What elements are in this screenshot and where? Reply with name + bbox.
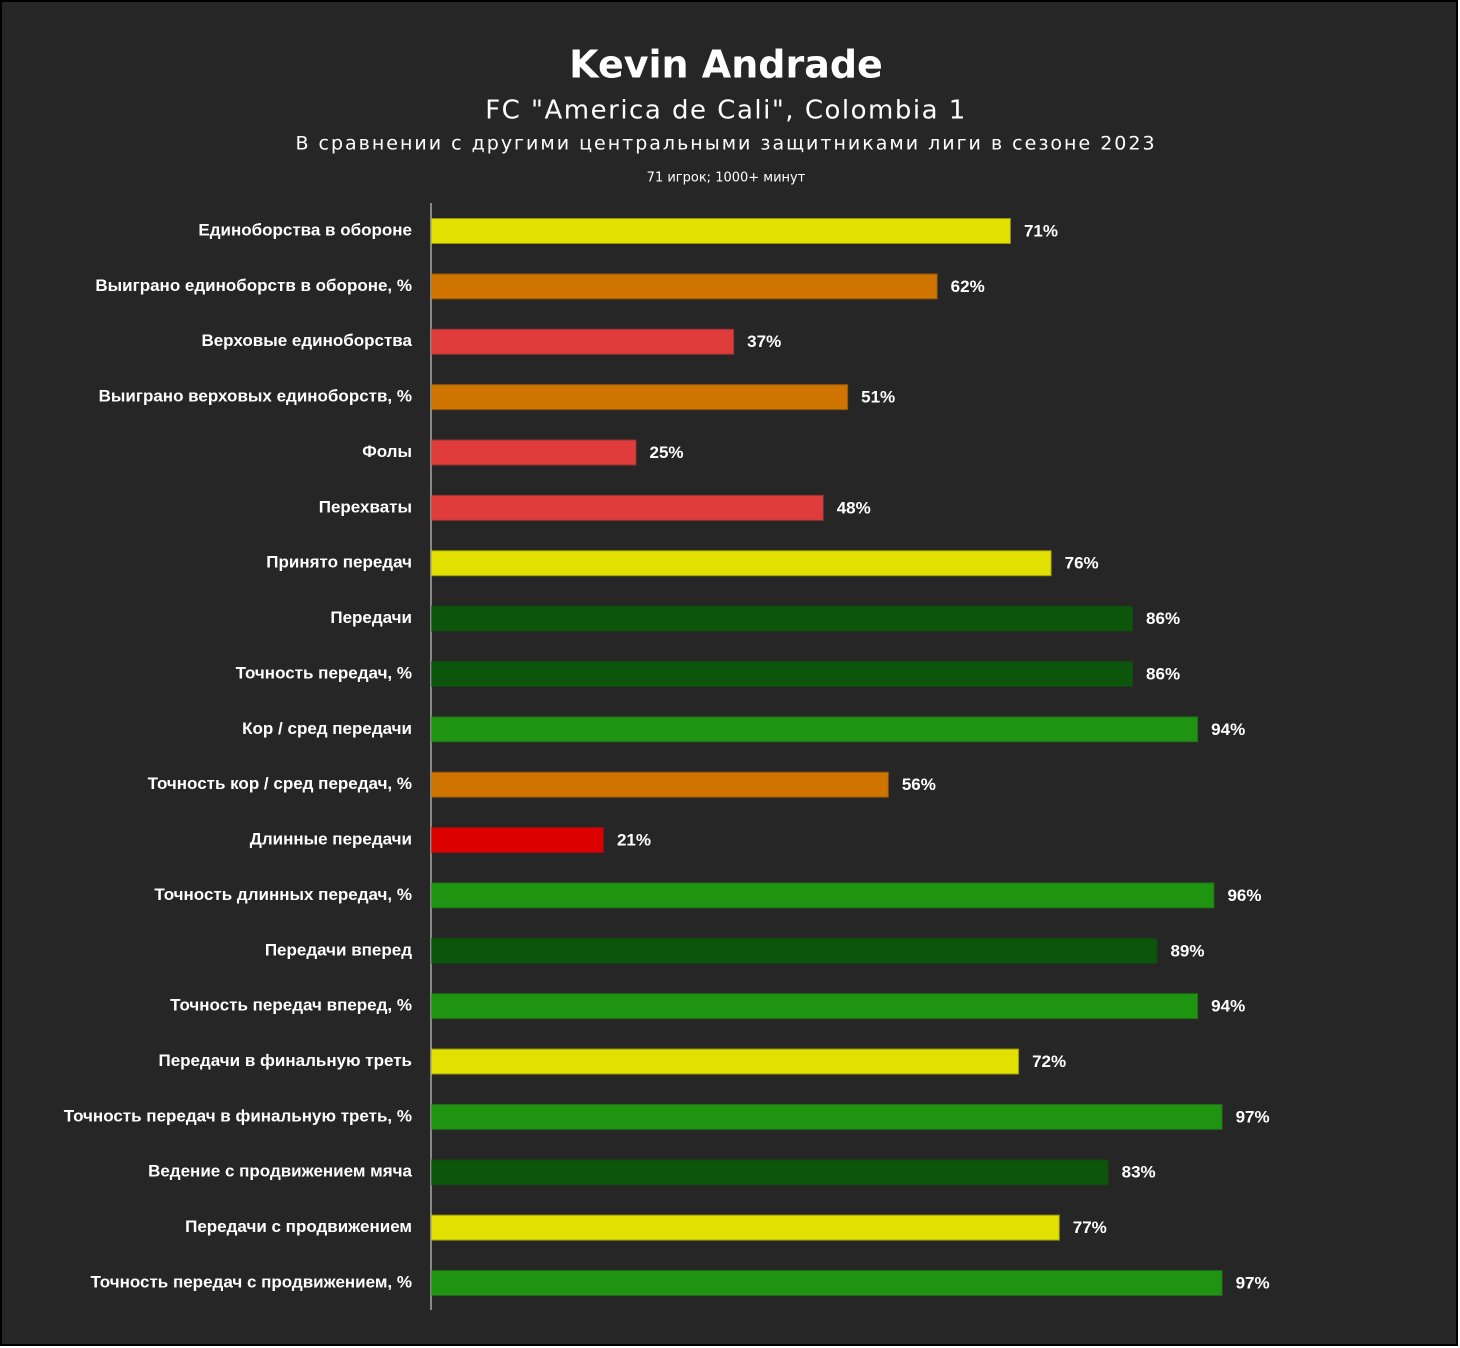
bar — [431, 937, 1158, 964]
value-label: 86% — [1146, 664, 1180, 683]
value-label: 62% — [951, 277, 985, 296]
category-label: Точность передач с продвижением, % — [90, 1272, 412, 1291]
bar — [431, 1103, 1223, 1130]
value-label: 72% — [1032, 1052, 1066, 1071]
chart-title: Kevin Andrade — [569, 43, 883, 87]
category-label: Точность передач в финальную треть, % — [64, 1106, 412, 1125]
category-label: Передачи — [330, 608, 412, 627]
bar — [431, 993, 1199, 1020]
chart-subtitle: FC "America de Cali", Colombia 1 — [485, 96, 967, 126]
category-label: Точность кор / сред передач, % — [148, 774, 412, 793]
category-label: Единоборства в обороне — [198, 220, 412, 239]
value-label: 86% — [1146, 609, 1180, 628]
value-label: 51% — [861, 388, 895, 407]
value-label: 89% — [1170, 941, 1204, 960]
bar — [431, 384, 849, 411]
bar — [431, 1048, 1020, 1075]
category-label: Выиграно единоборств в обороне, % — [95, 276, 412, 295]
category-label: Кор / сред передачи — [242, 719, 412, 738]
value-label: 77% — [1073, 1218, 1107, 1237]
value-label: 21% — [617, 831, 651, 850]
bar — [431, 605, 1134, 632]
category-label: Передачи в финальную треть — [158, 1051, 412, 1070]
category-label: Принято передач — [266, 553, 412, 572]
bar — [431, 716, 1199, 743]
bar — [431, 771, 889, 798]
bar — [431, 494, 824, 521]
category-label: Передачи с продвижением — [185, 1217, 412, 1236]
value-label: 94% — [1211, 997, 1245, 1016]
category-label: Перехваты — [319, 497, 412, 516]
chart-note: 71 игрок; 1000+ минут — [647, 171, 806, 186]
value-label: 97% — [1236, 1273, 1270, 1292]
bar — [431, 1214, 1060, 1241]
bar — [431, 550, 1052, 577]
bar — [431, 882, 1215, 909]
category-label: Передачи вперед — [265, 940, 412, 959]
category-label: Точность передач вперед, % — [170, 996, 412, 1015]
category-label: Длинные передачи — [250, 830, 412, 849]
value-label: 83% — [1122, 1163, 1156, 1182]
bar — [431, 273, 938, 300]
value-label: 25% — [650, 443, 684, 462]
value-label: 76% — [1065, 554, 1099, 573]
bar — [431, 439, 637, 466]
value-label: 56% — [902, 775, 936, 794]
bar — [431, 218, 1011, 244]
bar — [431, 1270, 1223, 1296]
category-label: Ведение с продвижением мяча — [148, 1162, 412, 1181]
category-label: Точность передач, % — [236, 663, 412, 682]
value-label: 71% — [1024, 221, 1058, 240]
bar — [431, 660, 1134, 687]
category-label: Выиграно верховых единоборств, % — [99, 387, 412, 406]
chart-description: В сравнении с другими центральными защит… — [295, 133, 1156, 155]
bar — [431, 827, 604, 854]
value-label: 97% — [1236, 1107, 1270, 1126]
value-label: 96% — [1227, 886, 1261, 905]
bar — [431, 1159, 1109, 1186]
category-label: Верховые единоборства — [201, 331, 412, 350]
category-label: Фолы — [362, 442, 412, 461]
value-label: 48% — [837, 498, 871, 517]
bar — [431, 328, 735, 355]
category-label: Точность длинных передач, % — [154, 885, 412, 904]
value-label: 37% — [747, 332, 781, 351]
value-label: 94% — [1211, 720, 1245, 739]
